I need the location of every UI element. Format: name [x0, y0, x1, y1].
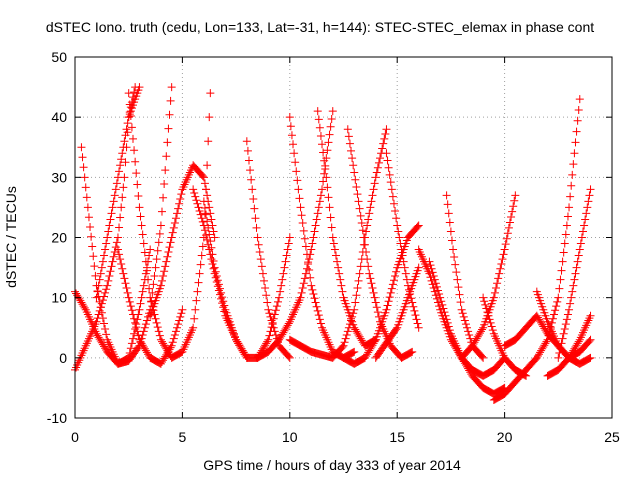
y-tick-label: 30 [51, 169, 67, 185]
x-tick-label: 25 [604, 429, 620, 445]
y-tick-label: 50 [51, 49, 67, 65]
x-tick-label: 20 [497, 429, 513, 445]
series [92, 83, 144, 302]
series-markers [199, 197, 294, 362]
y-axis-label: dSTEC / TECUs [3, 186, 19, 288]
x-tick-label: 5 [179, 429, 187, 445]
y-tick-label: 40 [51, 109, 67, 125]
series-markers [457, 191, 520, 362]
series-markers [500, 311, 595, 362]
series-markers [242, 137, 294, 362]
data-layer [71, 83, 595, 404]
chart-title: dSTEC Iono. truth (cedu, Lon=133, Lat=-3… [46, 19, 594, 35]
series-markers [92, 83, 144, 302]
series-markers [489, 95, 584, 404]
series [371, 263, 423, 362]
y-tick-label: 0 [59, 350, 67, 366]
x-tick-label: 10 [282, 429, 298, 445]
series-markers [146, 161, 219, 320]
series-markers [371, 263, 423, 362]
series [146, 161, 219, 320]
series [489, 95, 584, 404]
series [554, 185, 595, 362]
series [124, 89, 215, 362]
x-axis-label: GPS time / hours of day 333 of year 2014 [203, 457, 461, 473]
x-tick-label: 15 [389, 429, 405, 445]
series-markers [382, 149, 423, 332]
series-markers [124, 89, 215, 362]
y-tick-label: 20 [51, 230, 67, 246]
series [457, 191, 520, 362]
series [382, 149, 423, 332]
series [199, 197, 294, 362]
series-markers [285, 113, 359, 362]
series [313, 107, 380, 350]
series [343, 125, 417, 362]
series-markers [343, 125, 417, 362]
series [242, 137, 294, 362]
series [285, 113, 359, 362]
series [500, 311, 595, 362]
series-markers [313, 107, 380, 350]
y-tick-label: -10 [47, 410, 67, 426]
x-tick-label: 0 [71, 429, 79, 445]
series-markers [554, 185, 595, 362]
y-tick-label: 10 [51, 290, 67, 306]
